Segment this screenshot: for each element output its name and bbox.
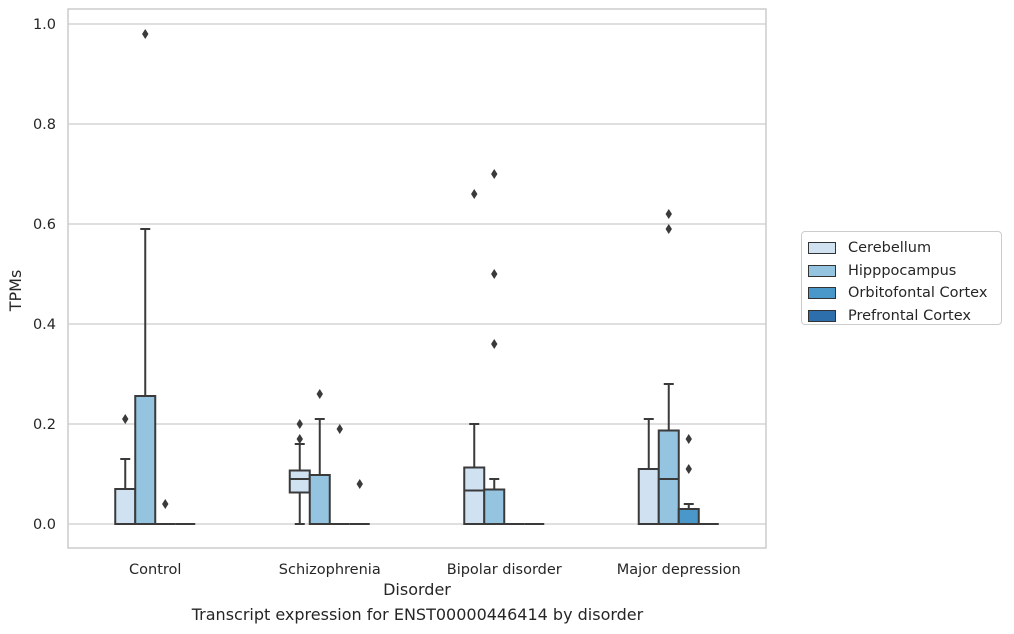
x-tick-label: Bipolar disorder [447,562,562,578]
legend-label: Orbitofontal Cortex [848,285,988,302]
y-tick-label: 0.2 [33,417,56,433]
box-body [308,474,331,525]
box-body [677,508,700,525]
legend-label: Cerebellum [848,240,932,257]
legend-item: Orbitofontal Cortex [808,282,1001,305]
y-tick-label: 0.8 [33,117,56,133]
y-tick-label: 0.4 [33,317,56,333]
outlier-point [665,209,672,219]
outlier-point [336,424,343,434]
box-body [483,488,506,525]
x-tick-label: Schizophrenia [279,562,381,578]
legend-swatch [808,287,836,300]
outlier-point [122,414,129,424]
x-tick-label: Major depression [617,562,741,578]
x-tick-label: Control [129,562,181,578]
outlier-point [142,29,149,39]
y-tick-label: 0.6 [33,217,56,233]
box-body [463,466,486,525]
box-body [288,469,311,494]
outlier-point [162,499,169,509]
plot-frame [67,8,767,549]
legend-label: Prefrontal Cortex [848,307,971,324]
outlier-point [356,479,363,489]
outlier-point [471,189,478,199]
legend-swatch [808,242,836,255]
outlier-point [316,389,323,399]
outlier-point [491,269,498,279]
outlier-point [665,224,672,234]
y-axis-label: TPMs [6,270,25,313]
chart-legend: Cerebellum Hipppocampus Orbitofontal Cor… [801,231,1002,325]
outlier-point [491,339,498,349]
x-axis-label: Disorder [383,580,451,599]
box-body [114,488,137,525]
legend-swatch [808,264,836,277]
legend-swatch [808,309,836,322]
box-body [134,395,157,525]
outlier-point [296,419,303,429]
y-tick-label: 1.0 [33,17,56,33]
box-body [657,429,680,525]
legend-item: Prefrontal Cortex [808,305,1001,328]
legend-item: Cerebellum [808,237,1001,260]
outlier-point [491,169,498,179]
figure-caption: Transcript expression for ENST0000044641… [191,605,644,624]
outlier-point [685,434,692,444]
outlier-point [685,464,692,474]
legend-label: Hipppocampus [848,262,957,279]
box-body [637,468,660,525]
legend-item: Hipppocampus [808,260,1001,283]
outlier-point [296,434,303,444]
y-tick-label: 0.0 [33,517,56,533]
